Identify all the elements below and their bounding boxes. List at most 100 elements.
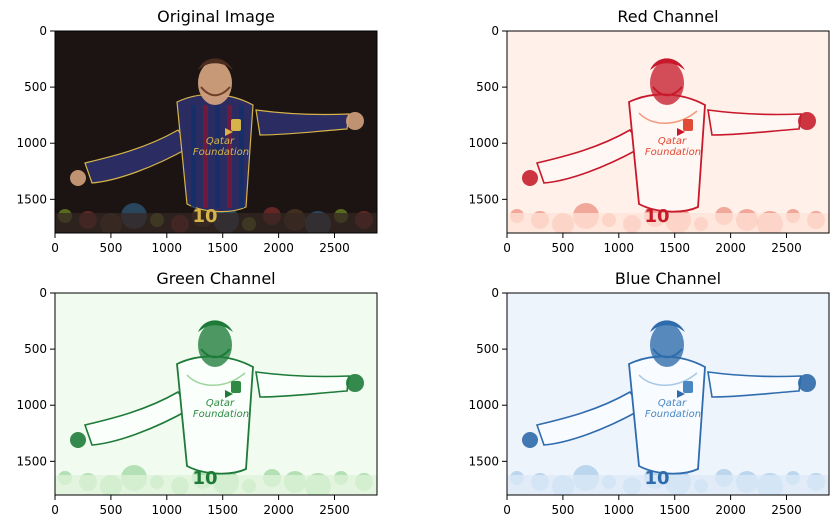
brand-mark (225, 390, 233, 398)
x-tick-label: 2500 (319, 241, 350, 255)
x-tick-label: 1500 (207, 503, 238, 517)
y-tick-label: 1500 (16, 192, 47, 206)
x-tick-label: 1000 (152, 503, 183, 517)
beard (652, 86, 683, 97)
axes-frame (54, 30, 378, 234)
x-tick-label: 2500 (771, 503, 802, 517)
y-tick-label: 500 (24, 342, 47, 356)
y-tick-label: 0 (491, 24, 499, 38)
head (650, 323, 684, 367)
y-tick-label: 1000 (468, 136, 499, 150)
panel-title: Blue Channel (615, 269, 721, 288)
hair (198, 320, 233, 332)
y-tick-label: 0 (491, 286, 499, 300)
x-tick-label: 1000 (152, 241, 183, 255)
jersey-stripe (239, 105, 244, 208)
x-tick-label: 0 (51, 503, 59, 517)
x-tick-label: 0 (51, 241, 59, 255)
y-tick-label: 1000 (16, 136, 47, 150)
y-tick-label: 1000 (16, 398, 47, 412)
jersey-stripe (227, 105, 232, 208)
jersey-stripe (203, 105, 208, 208)
right-hand (798, 374, 816, 392)
head (198, 323, 232, 367)
right-arm (707, 371, 802, 398)
x-tick-label: 1500 (659, 503, 690, 517)
beard (652, 348, 683, 359)
jersey-text-line-2: Foundation (645, 409, 701, 420)
jersey-text-line-1: Qatar (658, 398, 687, 409)
axes-frame (506, 30, 830, 234)
hair (650, 58, 685, 70)
y-tick-label: 500 (476, 80, 499, 94)
panel-title: Green Channel (156, 269, 275, 288)
ground-band (507, 475, 829, 495)
right-arm (707, 109, 802, 136)
left-hand (522, 170, 538, 186)
x-tick-label: 0 (503, 503, 511, 517)
x-tick-label: 500 (99, 241, 122, 255)
jersey-text-line-1: Qatar (206, 136, 235, 147)
right-arm (255, 109, 350, 136)
collar-shadow (186, 372, 246, 386)
hair (650, 320, 685, 332)
crest (683, 119, 693, 131)
brand-mark (677, 128, 685, 136)
x-tick-label: 2000 (715, 241, 746, 255)
ground-band (507, 213, 829, 233)
left-hand (70, 432, 86, 448)
y-tick-label: 0 (39, 24, 47, 38)
x-tick-label: 1500 (659, 241, 690, 255)
shorts-number: 10 (644, 468, 669, 489)
collar-shadow (638, 372, 698, 386)
ground-band (55, 213, 377, 233)
x-tick-label: 0 (503, 241, 511, 255)
ground-band (55, 475, 377, 495)
jersey-text-line-2: Foundation (193, 147, 249, 158)
x-tick-label: 2000 (715, 503, 746, 517)
shorts-number: 10 (644, 206, 669, 227)
x-tick-label: 500 (99, 503, 122, 517)
y-tick-label: 0 (39, 286, 47, 300)
right-hand (346, 112, 364, 130)
left-hand (522, 432, 538, 448)
shorts-number: 10 (192, 206, 217, 227)
x-tick-label: 2500 (319, 503, 350, 517)
y-tick-label: 1500 (16, 454, 47, 468)
shorts-number: 10 (192, 468, 217, 489)
jersey-text-line-1: Qatar (206, 398, 235, 409)
panel-title: Red Channel (617, 7, 718, 26)
x-tick-label: 1500 (207, 241, 238, 255)
crest (683, 381, 693, 393)
jersey-stripe (191, 105, 196, 208)
left-hand (70, 170, 86, 186)
right-hand (346, 374, 364, 392)
jersey-text-line-2: Foundation (193, 409, 249, 420)
y-tick-label: 1000 (468, 398, 499, 412)
jersey-text-line-1: Qatar (658, 136, 687, 147)
brand-mark (677, 390, 685, 398)
jersey-text-line-2: Foundation (645, 147, 701, 158)
x-tick-label: 500 (551, 503, 574, 517)
right-hand (798, 112, 816, 130)
x-tick-label: 500 (551, 241, 574, 255)
y-tick-label: 1500 (468, 192, 499, 206)
collar-shadow (638, 110, 698, 124)
beard (200, 348, 231, 359)
panel-title: Original Image (157, 7, 275, 26)
head (650, 61, 684, 105)
axes-frame (54, 292, 378, 496)
x-tick-label: 2000 (263, 241, 294, 255)
head (198, 61, 232, 105)
